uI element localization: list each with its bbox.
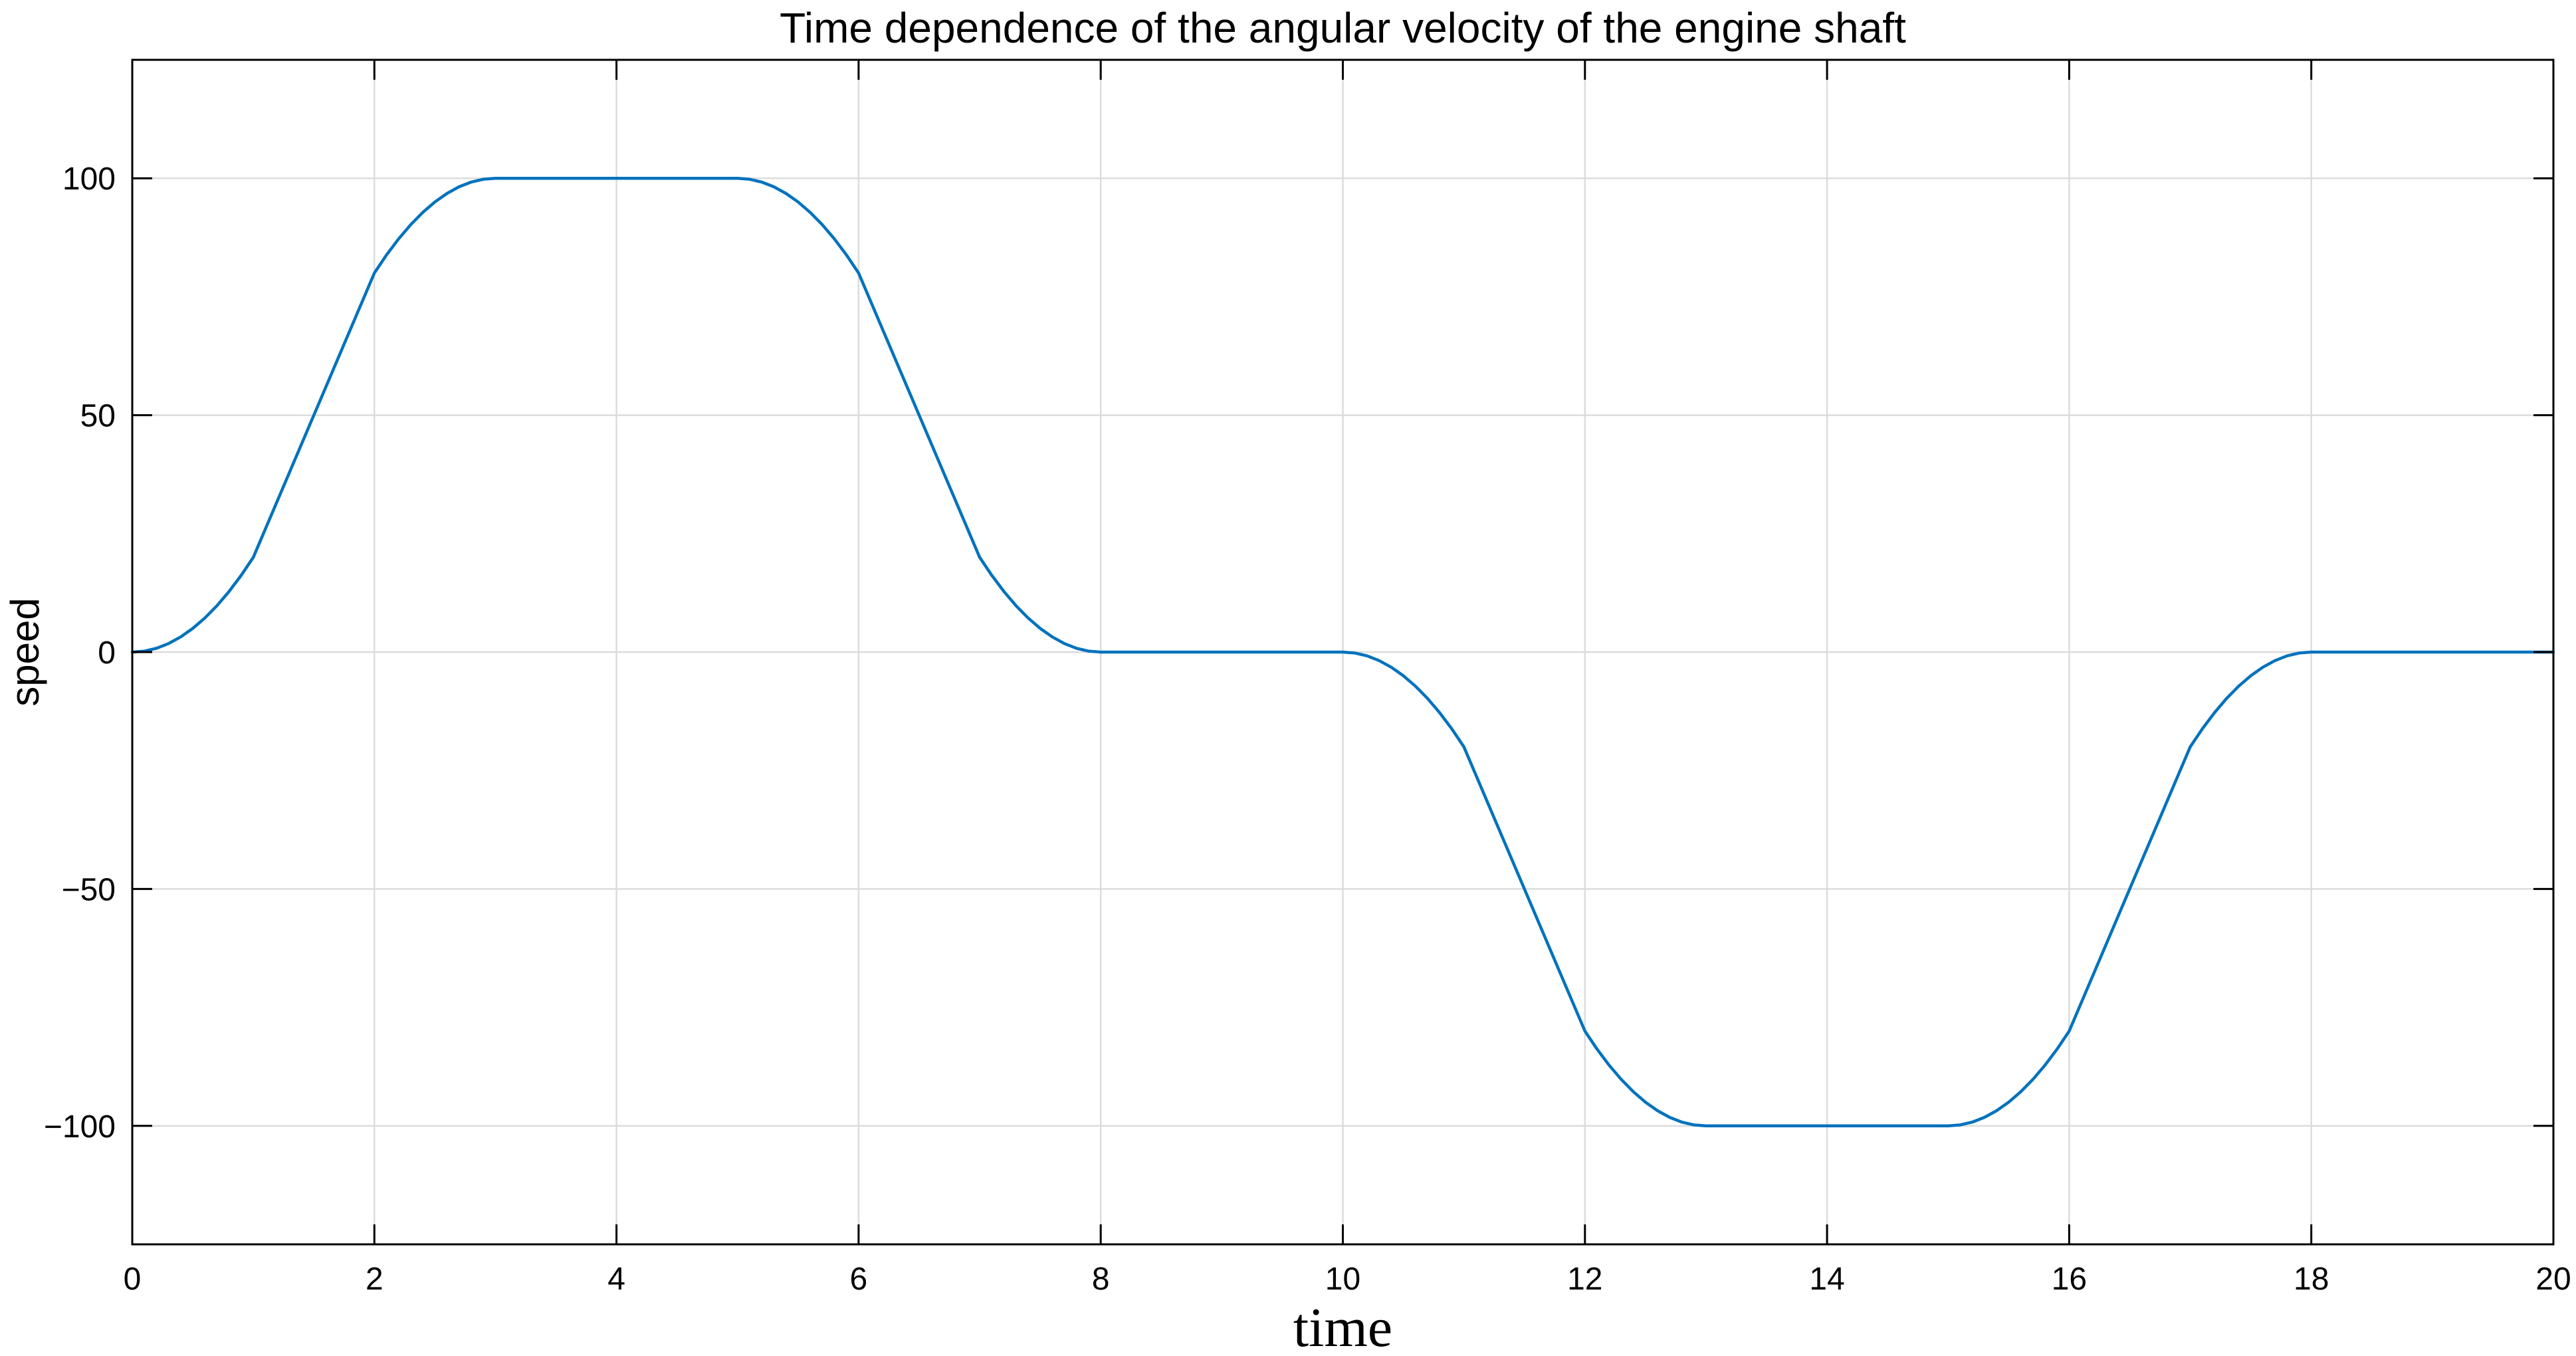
y-tick-label: 100 (62, 162, 116, 197)
y-tick-label: −50 (62, 872, 116, 907)
y-tick-label: 50 (80, 399, 116, 434)
x-tick-label: 14 (1809, 1262, 1844, 1297)
x-tick-label: 16 (2052, 1262, 2087, 1297)
x-tick-label: 10 (1325, 1262, 1360, 1297)
grid (132, 60, 2553, 1244)
x-tick-label: 12 (1567, 1262, 1602, 1297)
x-tick-label: 4 (607, 1262, 625, 1297)
speed-series-line (130, 176, 2555, 1128)
y-tick-label: −100 (44, 1109, 116, 1145)
series-layer (130, 176, 2555, 1128)
x-tick-label: 8 (1092, 1262, 1110, 1297)
ticks: 0 2 4 6 8 10 12 14 16 18 20 −100 −50 0 50 100 (44, 60, 2571, 1297)
x-tick-label: 18 (2294, 1262, 2329, 1297)
x-axis-label: time (1293, 1297, 1392, 1356)
x-tick-label: 0 (124, 1262, 142, 1297)
y-axis-label: speed (3, 598, 47, 706)
x-tick-label: 6 (850, 1262, 868, 1297)
y-tick-label: 0 (98, 635, 116, 671)
chart-title: Time dependence of the angular velocity … (780, 4, 1906, 52)
x-tick-label: 20 (2535, 1262, 2571, 1297)
x-tick-label: 2 (366, 1262, 383, 1297)
